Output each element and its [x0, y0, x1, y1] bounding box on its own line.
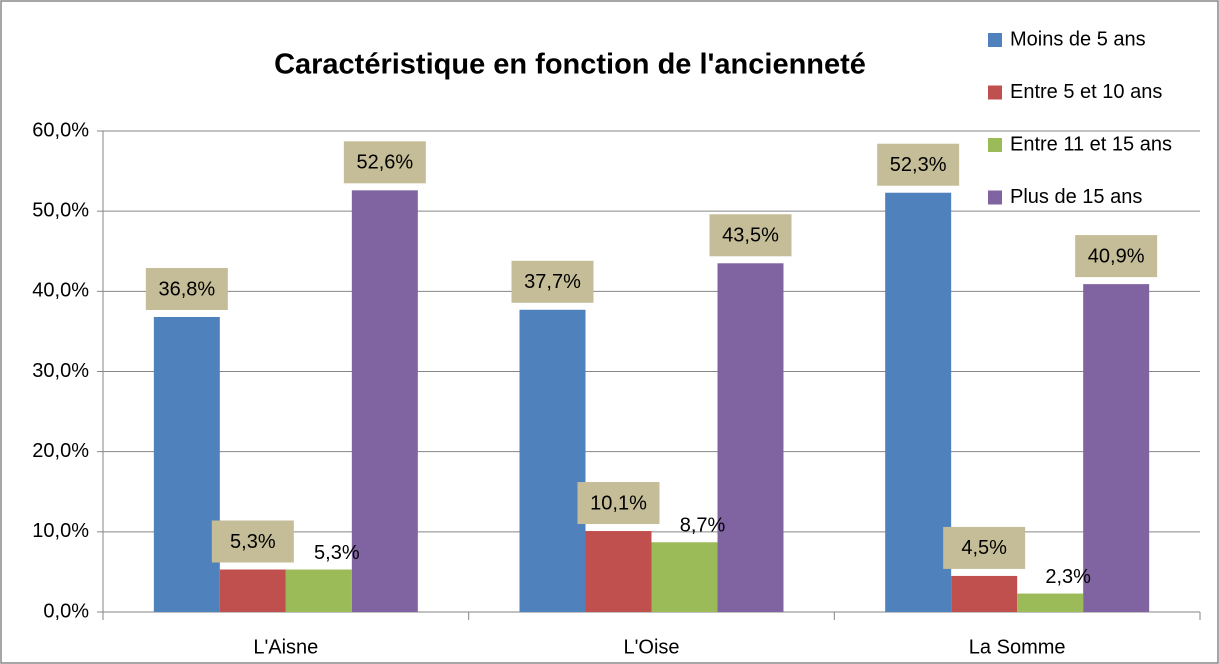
- x-tick-label: L'Oise: [623, 636, 679, 658]
- y-tick-label: 20,0%: [32, 440, 89, 462]
- bar: [585, 531, 652, 612]
- data-label: 52,6%: [356, 152, 413, 174]
- bar: [1017, 593, 1084, 612]
- chart-title: Caractéristique en fonction de l'ancienn…: [274, 49, 866, 81]
- data-label-box: [1075, 235, 1158, 278]
- data-label-box: [877, 143, 960, 186]
- data-label: 52,3%: [890, 154, 947, 176]
- data-label-box: [709, 214, 792, 257]
- y-tick-label: 30,0%: [32, 360, 89, 382]
- data-label: 5,3%: [230, 531, 276, 553]
- bar: [219, 569, 286, 612]
- data-label-box: [211, 520, 294, 563]
- legend-swatch: [988, 190, 1002, 205]
- y-tick-label: 10,0%: [32, 520, 89, 542]
- bar: [519, 309, 586, 612]
- bar: [651, 542, 718, 612]
- y-tick-label: 50,0%: [32, 199, 89, 221]
- legend-swatch: [988, 33, 1002, 47]
- x-tick-label: L'Aisne: [253, 636, 318, 658]
- legend-label: Plus de 15 ans: [1010, 186, 1142, 208]
- x-tick-label: La Somme: [969, 636, 1066, 658]
- data-label-box: [943, 526, 1026, 569]
- legend-label: Entre 11 et 15 ans: [1010, 133, 1172, 155]
- data-label: 43,5%: [722, 225, 779, 247]
- data-label: 10,1%: [590, 492, 647, 514]
- y-tick-label: 60,0%: [32, 119, 89, 141]
- bar: [951, 575, 1018, 612]
- data-label-box: [343, 141, 426, 184]
- bar: [717, 263, 784, 612]
- legend-label: Moins de 5 ans: [1010, 28, 1146, 50]
- data-label: 2,3%: [1045, 566, 1091, 588]
- data-label: 40,9%: [1088, 245, 1145, 267]
- legend-label: Entre 5 et 10 ans: [1010, 81, 1162, 103]
- bar: [153, 316, 220, 612]
- legend-swatch: [988, 138, 1002, 152]
- data-label-box: [511, 260, 594, 303]
- y-tick-label: 40,0%: [32, 280, 89, 302]
- data-label: 36,8%: [158, 278, 215, 300]
- data-label-box: [145, 267, 228, 310]
- bar: [285, 569, 352, 612]
- bar: [885, 192, 952, 612]
- data-label-box: [577, 482, 660, 525]
- data-label: 37,7%: [524, 271, 581, 293]
- legend-swatch: [988, 85, 1002, 100]
- bar: [1083, 284, 1150, 612]
- data-label: 4,5%: [961, 537, 1007, 559]
- data-label: 5,3%: [314, 542, 360, 564]
- data-label: 8,7%: [680, 515, 726, 537]
- y-tick-label: 0,0%: [43, 600, 89, 622]
- bar: [351, 190, 418, 612]
